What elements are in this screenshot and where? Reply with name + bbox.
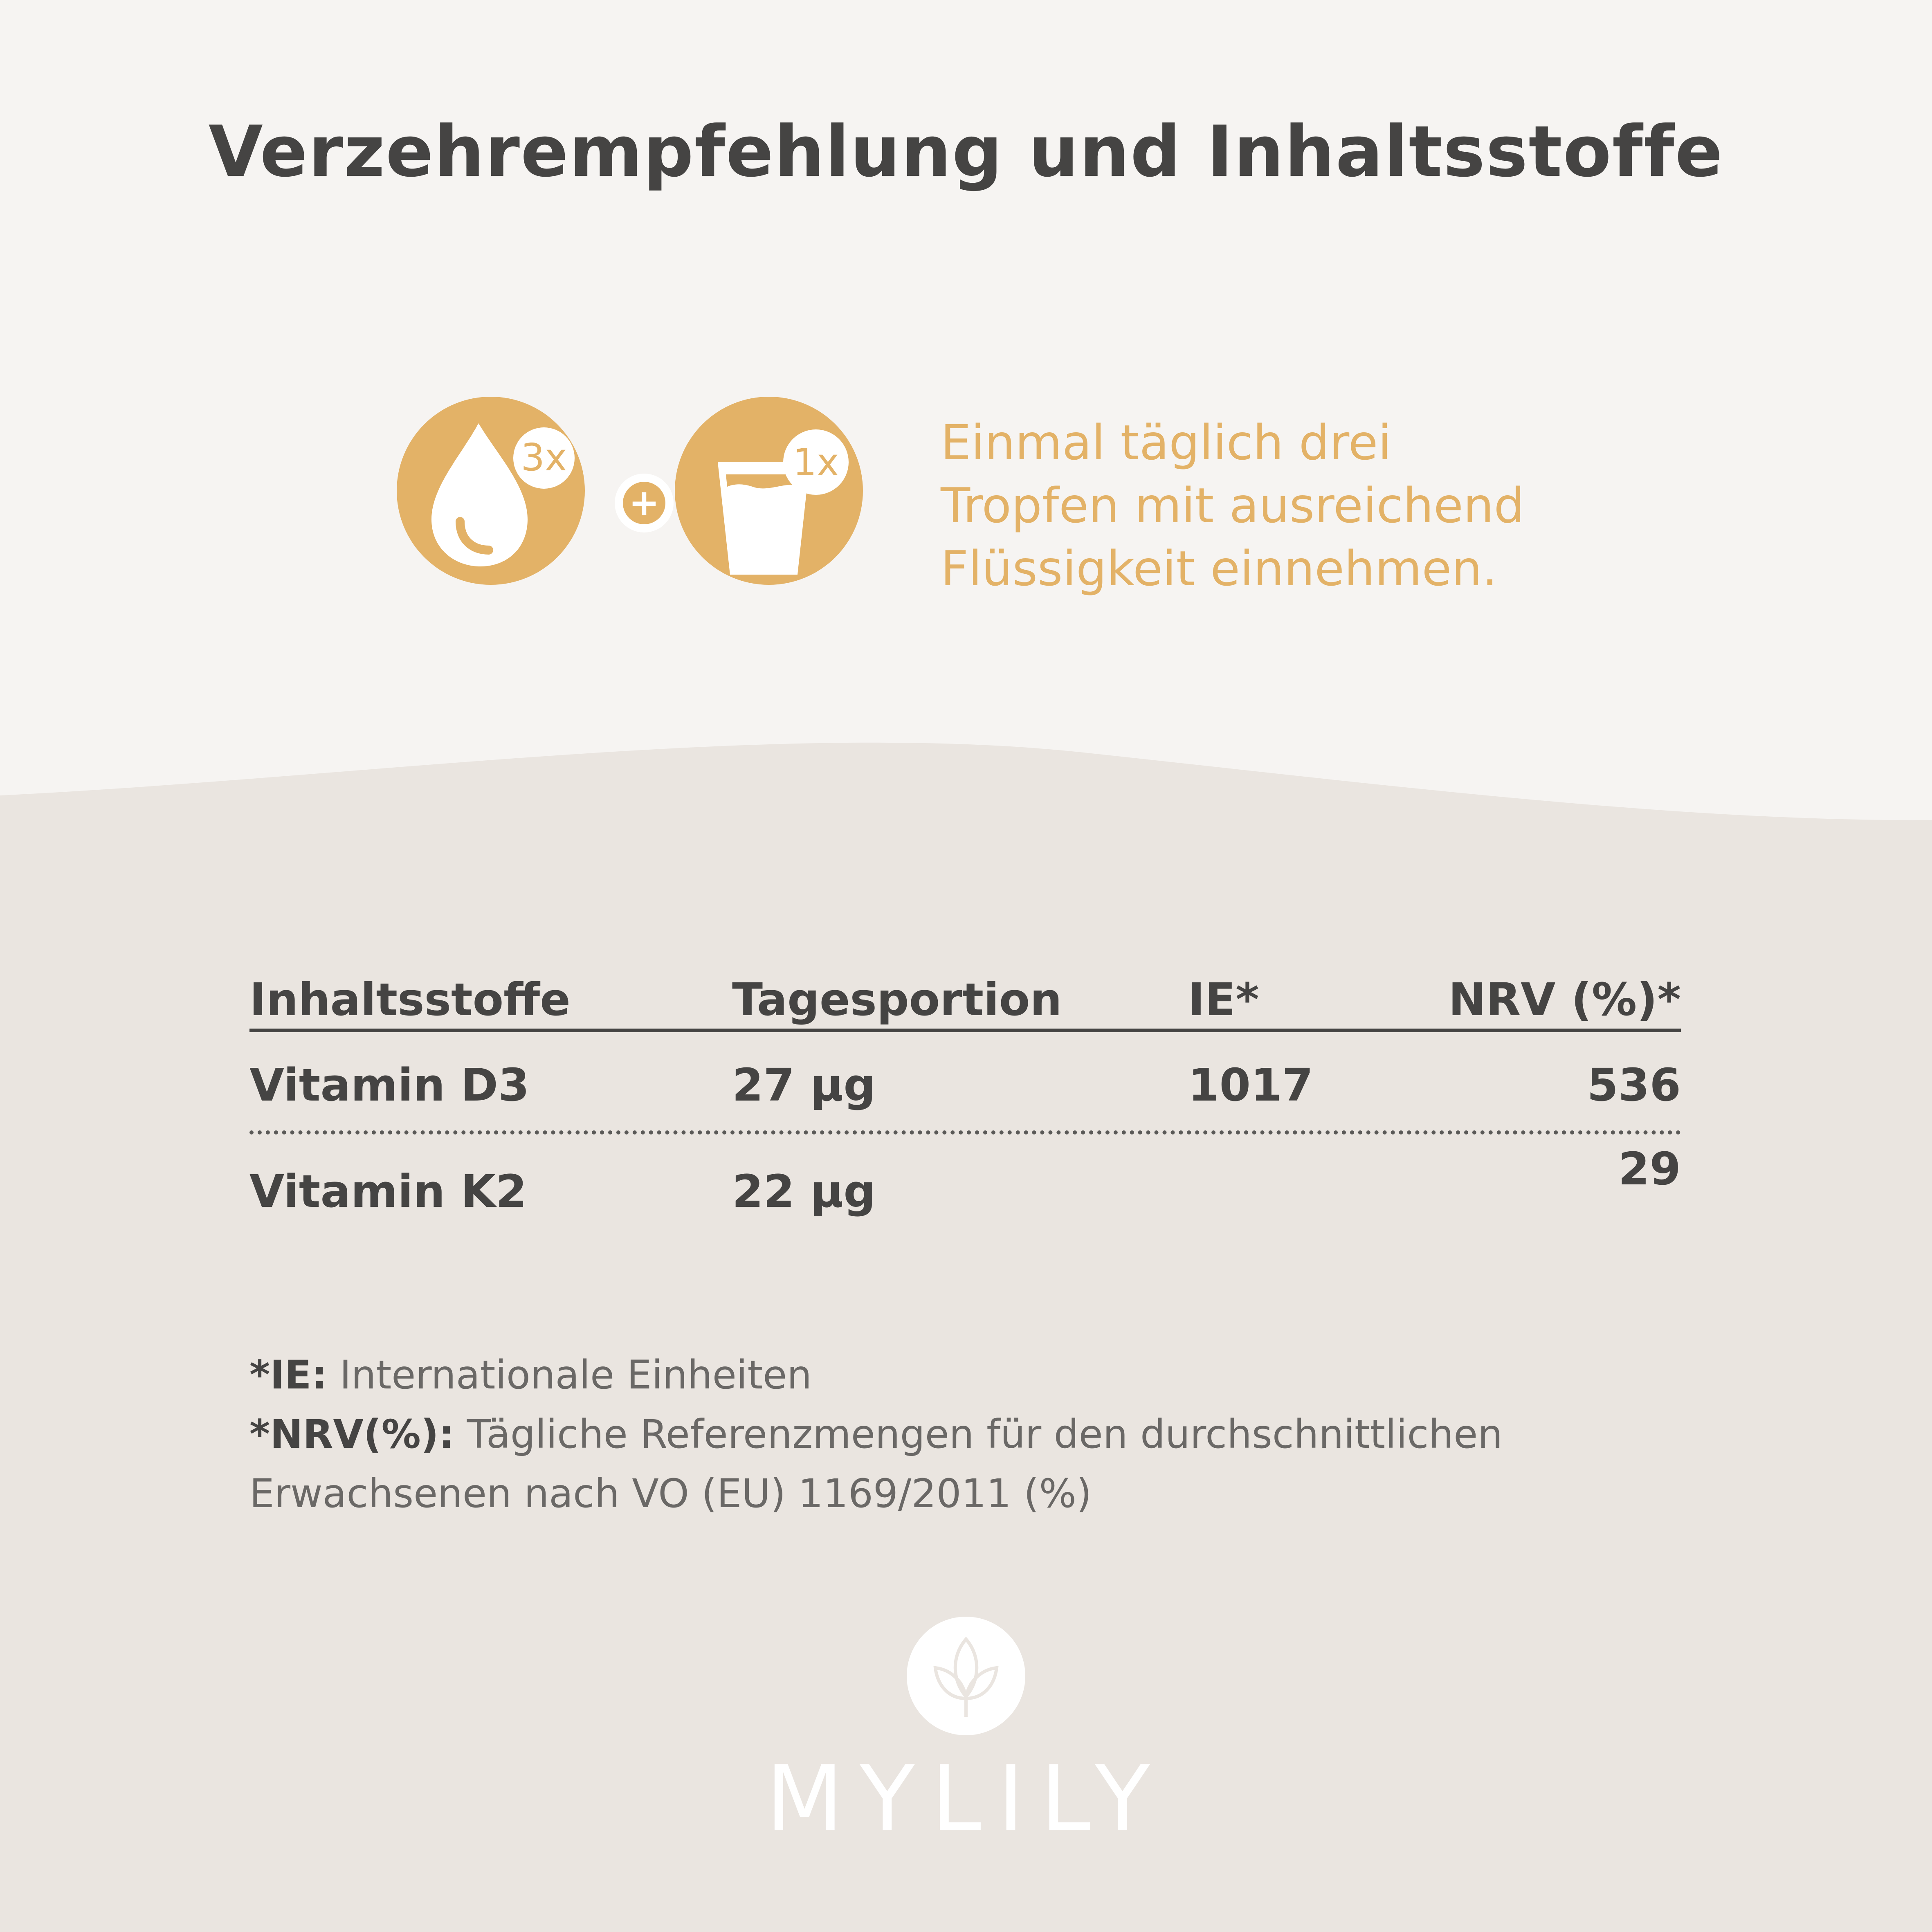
instruction-line: Flüssigkeit einnehmen. (941, 540, 1498, 597)
cell-nrv: 536 (1587, 1059, 1681, 1111)
footnote-nrv: *NRV(%): Tägliche Referenzmengen für den… (249, 1405, 1640, 1464)
cell-nrv: 29 (1618, 1143, 1681, 1195)
cell-portion: 22 µg (732, 1165, 876, 1218)
instruction-line: Tropfen mit ausreichend (941, 477, 1525, 534)
header-ingredients: Inhaltsstoffe (249, 973, 571, 1026)
dosage-graphic: 3x 1x + (397, 397, 863, 585)
instruction-line: Einmal täglich drei (941, 414, 1392, 471)
header-nrv: NRV (%)* (1448, 973, 1681, 1026)
footnote-nrv-label: *NRV(%): (249, 1411, 455, 1457)
table-header: Inhaltsstoffe Tagesportion IE* NRV (%)* (249, 969, 1681, 1032)
footnotes: *IE: Internationale Einheiten *NRV(%): T… (249, 1346, 1640, 1523)
cell-name: Vitamin K2 (249, 1165, 527, 1218)
dosage-instruction: Einmal täglich drei Tropfen mit ausreich… (941, 411, 1677, 600)
header-ie: IE* (1188, 973, 1259, 1026)
table-row: Vitamin D3 27 µg 1017 536 (249, 1032, 1681, 1134)
footnote-nrv-continued: Erwachsenen nach VO (EU) 1169/2011 (%) (249, 1471, 1092, 1516)
cell-ie: 1017 (1188, 1059, 1314, 1111)
cell-portion: 27 µg (732, 1059, 876, 1111)
page-title: Verzehrempfehlung und Inhaltsstoffe (208, 110, 1724, 193)
footnote-nrv-text: Tägliche Referenzmengen für den durchsch… (454, 1411, 1503, 1457)
footnote-ie-label: *IE: (249, 1352, 327, 1398)
cell-name: Vitamin D3 (249, 1059, 530, 1111)
footnote-ie: *IE: Internationale Einheiten (249, 1346, 1640, 1405)
table-row: Vitamin K2 22 µg 29 (249, 1134, 1681, 1233)
drops-badge: 3x (521, 436, 567, 479)
footnote-ie-text: Internationale Einheiten (327, 1352, 812, 1398)
plus-icon: + (629, 481, 659, 524)
lily-leaf-logo-icon (907, 1617, 1025, 1735)
header-daily-portion: Tagesportion (732, 973, 1062, 1026)
glass-badge: 1x (793, 440, 839, 484)
glass-of-water-icon (718, 462, 810, 575)
drop-icon (431, 423, 528, 566)
brand-name: MYLILY (766, 1746, 1166, 1851)
ingredients-table: Inhaltsstoffe Tagesportion IE* NRV (%)* … (249, 969, 1681, 1233)
